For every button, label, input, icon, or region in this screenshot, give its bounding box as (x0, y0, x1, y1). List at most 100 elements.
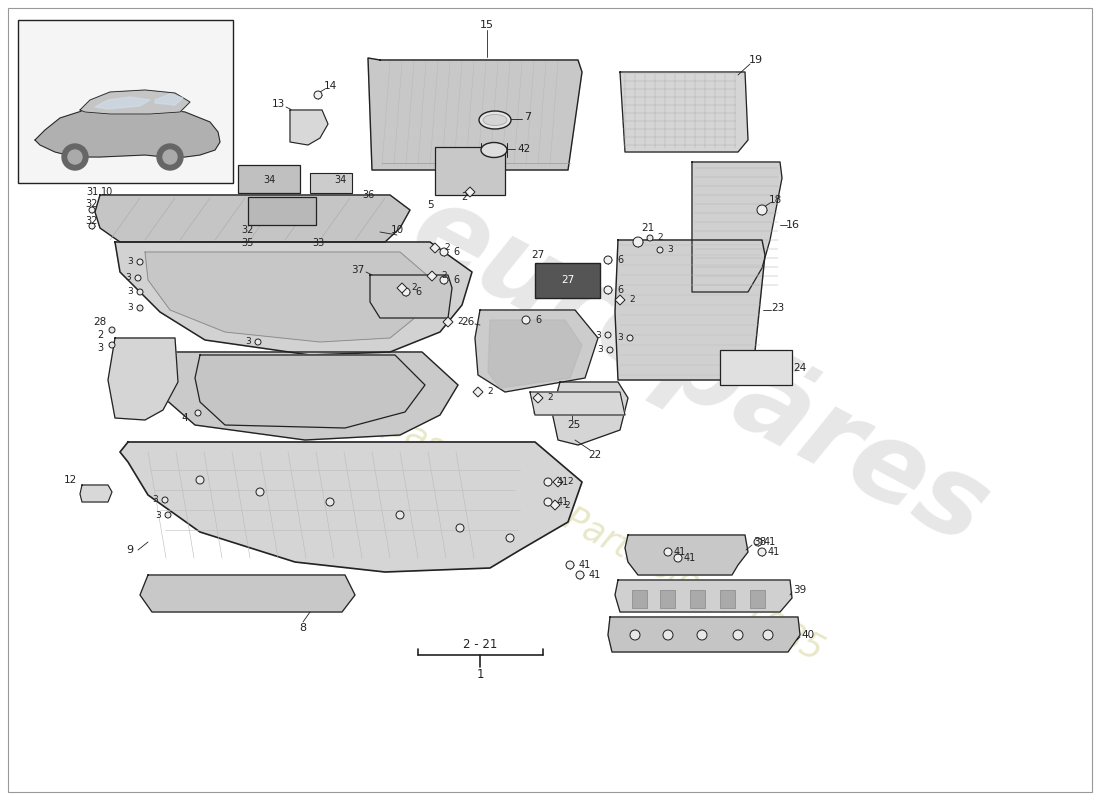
Text: 36: 36 (362, 190, 374, 200)
Text: 41: 41 (768, 547, 780, 557)
Text: 10: 10 (101, 187, 113, 197)
Bar (248, 197, 316, 225)
Polygon shape (608, 617, 800, 652)
Text: 32: 32 (242, 225, 254, 235)
Text: 3: 3 (667, 246, 673, 254)
Circle shape (605, 332, 610, 338)
Polygon shape (145, 352, 458, 440)
Circle shape (754, 538, 762, 546)
Text: 28: 28 (94, 317, 107, 327)
Text: 3: 3 (595, 330, 601, 339)
Text: 7: 7 (525, 112, 531, 122)
Polygon shape (475, 310, 598, 392)
Text: 3: 3 (245, 338, 251, 346)
Circle shape (506, 534, 514, 542)
Polygon shape (155, 94, 183, 105)
Text: 26: 26 (461, 317, 474, 327)
Text: 13: 13 (272, 99, 285, 109)
Polygon shape (290, 110, 328, 145)
Circle shape (456, 524, 464, 532)
Circle shape (544, 498, 552, 506)
Polygon shape (443, 317, 453, 327)
Text: 6: 6 (453, 247, 459, 257)
Polygon shape (427, 271, 437, 281)
Text: 2: 2 (461, 192, 468, 202)
Polygon shape (692, 162, 782, 292)
Polygon shape (465, 187, 475, 197)
Circle shape (109, 342, 116, 348)
Polygon shape (397, 283, 407, 293)
Text: 3: 3 (155, 510, 161, 519)
Text: 10: 10 (390, 225, 404, 235)
Circle shape (138, 305, 143, 311)
Bar (310, 173, 352, 193)
Polygon shape (550, 500, 560, 510)
Bar (434, 147, 505, 195)
Circle shape (733, 630, 742, 640)
Polygon shape (615, 580, 792, 612)
Text: 5: 5 (427, 200, 433, 210)
Text: 12: 12 (64, 475, 77, 485)
Circle shape (326, 498, 334, 506)
Text: 3: 3 (128, 287, 133, 297)
Circle shape (664, 548, 672, 556)
Text: 2: 2 (487, 387, 493, 397)
Bar (750, 590, 764, 608)
Bar (720, 350, 792, 385)
Text: 34: 34 (334, 175, 346, 185)
Circle shape (68, 150, 82, 164)
Polygon shape (145, 252, 434, 342)
Circle shape (135, 275, 141, 281)
Polygon shape (35, 108, 220, 157)
Polygon shape (140, 575, 355, 612)
Text: 3: 3 (128, 258, 133, 266)
Circle shape (138, 289, 143, 295)
Text: 27: 27 (561, 275, 574, 285)
Circle shape (256, 488, 264, 496)
Polygon shape (530, 392, 625, 415)
Ellipse shape (478, 111, 512, 129)
Text: 32: 32 (86, 199, 98, 209)
Text: 21: 21 (641, 223, 654, 233)
Circle shape (163, 150, 177, 164)
Circle shape (89, 223, 95, 229)
Circle shape (663, 630, 673, 640)
Polygon shape (620, 72, 748, 152)
Text: 39: 39 (793, 585, 806, 595)
Text: 16: 16 (786, 220, 800, 230)
Text: 37: 37 (351, 265, 364, 275)
Circle shape (758, 548, 766, 556)
Bar (535, 263, 600, 298)
Circle shape (632, 237, 644, 247)
Bar (660, 590, 675, 608)
Text: 2: 2 (568, 478, 573, 486)
Text: 2: 2 (458, 318, 463, 326)
Text: 18: 18 (769, 195, 782, 205)
Circle shape (196, 476, 204, 484)
Text: 2: 2 (564, 501, 570, 510)
Polygon shape (80, 485, 112, 502)
Text: 2: 2 (657, 234, 663, 242)
Polygon shape (473, 387, 483, 397)
Polygon shape (368, 58, 582, 170)
Text: 2: 2 (411, 283, 417, 293)
Text: 40: 40 (802, 630, 815, 640)
Text: 4: 4 (182, 413, 188, 423)
Polygon shape (95, 195, 410, 242)
Text: 35: 35 (242, 238, 254, 248)
Text: 32: 32 (86, 216, 98, 226)
Bar (690, 590, 705, 608)
Circle shape (109, 327, 116, 333)
Circle shape (763, 630, 773, 640)
Circle shape (195, 410, 201, 416)
Text: 23: 23 (771, 303, 784, 313)
Polygon shape (553, 477, 563, 487)
Text: 14: 14 (323, 81, 337, 91)
Circle shape (544, 478, 552, 486)
Circle shape (440, 276, 448, 284)
Text: 6: 6 (453, 275, 459, 285)
Polygon shape (534, 393, 543, 403)
Text: 2: 2 (547, 394, 553, 402)
Circle shape (657, 247, 663, 253)
Circle shape (604, 286, 612, 294)
